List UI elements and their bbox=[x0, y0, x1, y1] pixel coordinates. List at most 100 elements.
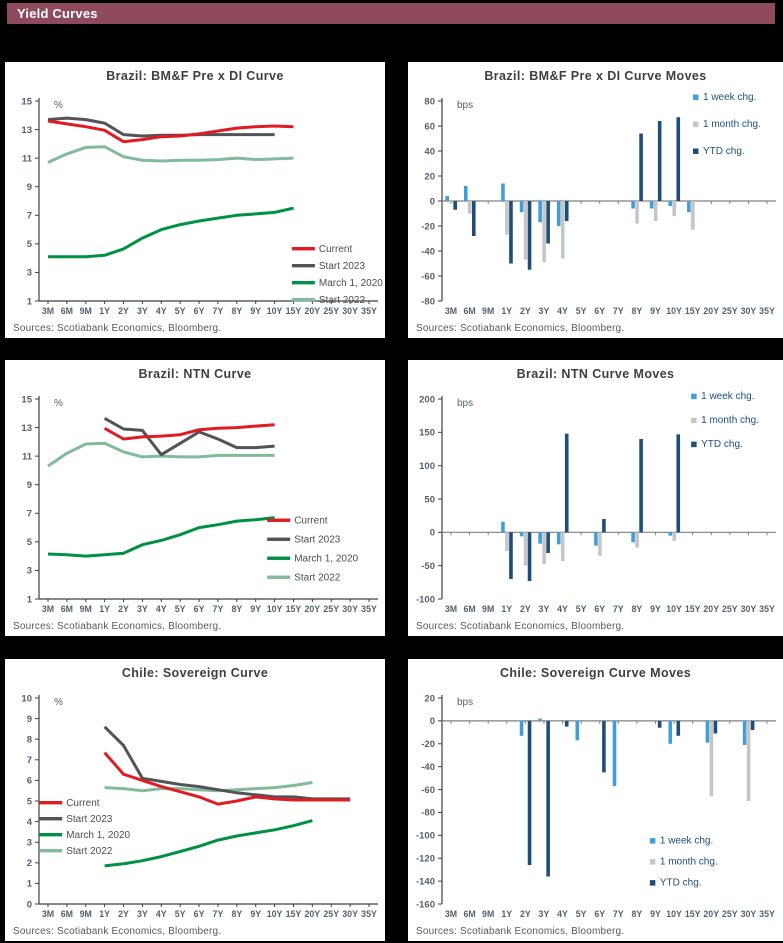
svg-text:10Y: 10Y bbox=[666, 604, 682, 614]
svg-text:200: 200 bbox=[419, 394, 435, 405]
svg-text:1Y: 1Y bbox=[99, 604, 110, 614]
svg-text:1 month chg.: 1 month chg. bbox=[701, 415, 759, 426]
chart-panel-chile-sovereign-curve: Chile: Sovereign Curve 0 1 2 3 4 5 6 7 8 9 10% 3M 6M… bbox=[5, 659, 385, 941]
svg-text:3M: 3M bbox=[42, 604, 54, 614]
svg-text:35Y: 35Y bbox=[759, 306, 775, 316]
svg-text:2Y: 2Y bbox=[118, 306, 129, 316]
svg-text:9M: 9M bbox=[80, 306, 92, 316]
chart-title: Chile: Sovereign Curve bbox=[121, 666, 269, 680]
svg-text:YTD chg.: YTD chg. bbox=[703, 146, 745, 157]
svg-text:3Y: 3Y bbox=[137, 604, 148, 614]
svg-text:4: 4 bbox=[27, 817, 33, 828]
svg-text:3Y: 3Y bbox=[539, 909, 550, 919]
svg-text:25Y: 25Y bbox=[722, 306, 738, 316]
svg-text:%: % bbox=[54, 100, 63, 111]
svg-text:25Y: 25Y bbox=[722, 604, 738, 614]
svg-text:50: 50 bbox=[424, 494, 435, 505]
svg-text:100: 100 bbox=[419, 461, 435, 472]
svg-text:30Y: 30Y bbox=[342, 909, 358, 919]
svg-text:4Y: 4Y bbox=[557, 909, 568, 919]
sources-note: Sources: Scotiabank Economics, Bloomberg… bbox=[13, 621, 222, 632]
svg-text:15Y: 15Y bbox=[685, 306, 701, 316]
svg-text:9Y: 9Y bbox=[250, 306, 261, 316]
svg-text:0: 0 bbox=[430, 528, 435, 539]
svg-text:1Y: 1Y bbox=[501, 909, 512, 919]
svg-text:10Y: 10Y bbox=[267, 604, 283, 614]
svg-text:9M: 9M bbox=[482, 306, 494, 316]
svg-text:Start 2023: Start 2023 bbox=[319, 261, 366, 272]
svg-text:25Y: 25Y bbox=[722, 909, 738, 919]
svg-text:-60: -60 bbox=[421, 271, 435, 282]
chart-title: Brazil: NTN Curve Moves bbox=[516, 367, 675, 381]
svg-text:60: 60 bbox=[424, 121, 435, 132]
svg-text:7Y: 7Y bbox=[213, 909, 224, 919]
svg-text:4Y: 4Y bbox=[156, 306, 167, 316]
svg-text:9Y: 9Y bbox=[650, 604, 661, 614]
svg-text:7: 7 bbox=[27, 509, 32, 520]
svg-text:3: 3 bbox=[27, 268, 32, 279]
svg-text:9M: 9M bbox=[482, 909, 494, 919]
svg-text:6Y: 6Y bbox=[194, 604, 205, 614]
svg-text:8Y: 8Y bbox=[631, 604, 642, 614]
svg-text:Start 2022: Start 2022 bbox=[66, 846, 113, 857]
svg-text:9Y: 9Y bbox=[250, 604, 261, 614]
svg-text:1 week chg.: 1 week chg. bbox=[703, 92, 756, 103]
svg-text:9M: 9M bbox=[80, 909, 92, 919]
svg-text:2Y: 2Y bbox=[118, 909, 129, 919]
svg-text:8: 8 bbox=[27, 735, 32, 746]
svg-text:40: 40 bbox=[424, 146, 435, 157]
svg-text:YTD chg.: YTD chg. bbox=[701, 439, 743, 450]
svg-text:2: 2 bbox=[27, 858, 32, 869]
svg-text:3Y: 3Y bbox=[539, 604, 550, 614]
svg-text:-140: -140 bbox=[416, 876, 435, 887]
svg-text:0: 0 bbox=[430, 196, 435, 207]
svg-text:1 week chg.: 1 week chg. bbox=[701, 391, 754, 402]
chart-panel-brazil-ntn-curve-moves: Brazil: NTN Curve Moves -100 -50 0 50 100 150… bbox=[408, 360, 783, 636]
svg-text:7Y: 7Y bbox=[613, 306, 624, 316]
svg-text:6Y: 6Y bbox=[594, 306, 605, 316]
svg-text:10Y: 10Y bbox=[666, 306, 682, 316]
svg-text:7Y: 7Y bbox=[213, 604, 224, 614]
svg-text:7Y: 7Y bbox=[213, 306, 224, 316]
svg-text:3M: 3M bbox=[42, 306, 54, 316]
svg-text:10Y: 10Y bbox=[267, 306, 283, 316]
svg-text:1: 1 bbox=[27, 296, 33, 307]
section-header-bar: Yield Curves bbox=[7, 3, 775, 24]
sources-note: Sources: Scotiabank Economics, Bloomberg… bbox=[13, 926, 222, 937]
svg-text:25Y: 25Y bbox=[323, 604, 339, 614]
svg-text:2Y: 2Y bbox=[118, 604, 129, 614]
svg-text:-20: -20 bbox=[421, 739, 435, 750]
svg-text:1Y: 1Y bbox=[99, 306, 110, 316]
svg-text:35Y: 35Y bbox=[361, 909, 377, 919]
svg-text:150: 150 bbox=[419, 428, 435, 439]
svg-text:March 1, 2020: March 1, 2020 bbox=[66, 830, 130, 841]
svg-text:YTD chg.: YTD chg. bbox=[660, 878, 702, 889]
svg-text:-160: -160 bbox=[416, 899, 435, 910]
svg-text:5: 5 bbox=[27, 796, 33, 807]
svg-text:1Y: 1Y bbox=[501, 306, 512, 316]
svg-text:3M: 3M bbox=[42, 909, 54, 919]
chart-panel-brazil-ntn-curve: Brazil: NTN Curve 1 3 5 7 9 11 13 15% 3M 6M 9M 1Y 2Y… bbox=[5, 360, 385, 636]
svg-text:5Y: 5Y bbox=[175, 306, 186, 316]
svg-text:-40: -40 bbox=[421, 762, 435, 773]
svg-text:March 1, 2020: March 1, 2020 bbox=[319, 278, 383, 289]
svg-text:6M: 6M bbox=[61, 604, 73, 614]
svg-text:2Y: 2Y bbox=[520, 909, 531, 919]
svg-text:6Y: 6Y bbox=[194, 306, 205, 316]
sources-note: Sources: Scotiabank Economics, Bloomberg… bbox=[416, 323, 625, 334]
svg-text:4Y: 4Y bbox=[557, 306, 568, 316]
svg-text:Current: Current bbox=[66, 798, 100, 809]
svg-text:10Y: 10Y bbox=[267, 909, 283, 919]
chart-title: Brazil: BM&F Pre x DI Curve Moves bbox=[484, 69, 707, 83]
svg-text:5: 5 bbox=[27, 239, 33, 250]
svg-text:15Y: 15Y bbox=[286, 604, 302, 614]
svg-text:Start 2022: Start 2022 bbox=[294, 573, 341, 584]
brazil-bmf-curve-moves-plot: -80 -60 -40 -20 0 20 40 60 80 bps 3M 6M 9M 1Y 2Y 3Y 4Y 5Y… bbox=[421, 92, 776, 316]
svg-text:11: 11 bbox=[22, 153, 33, 164]
svg-text:13: 13 bbox=[21, 423, 32, 434]
chart-title: Brazil: NTN Curve bbox=[138, 367, 252, 381]
svg-text:30Y: 30Y bbox=[342, 306, 358, 316]
svg-text:3M: 3M bbox=[445, 604, 457, 614]
svg-text:25Y: 25Y bbox=[323, 306, 339, 316]
